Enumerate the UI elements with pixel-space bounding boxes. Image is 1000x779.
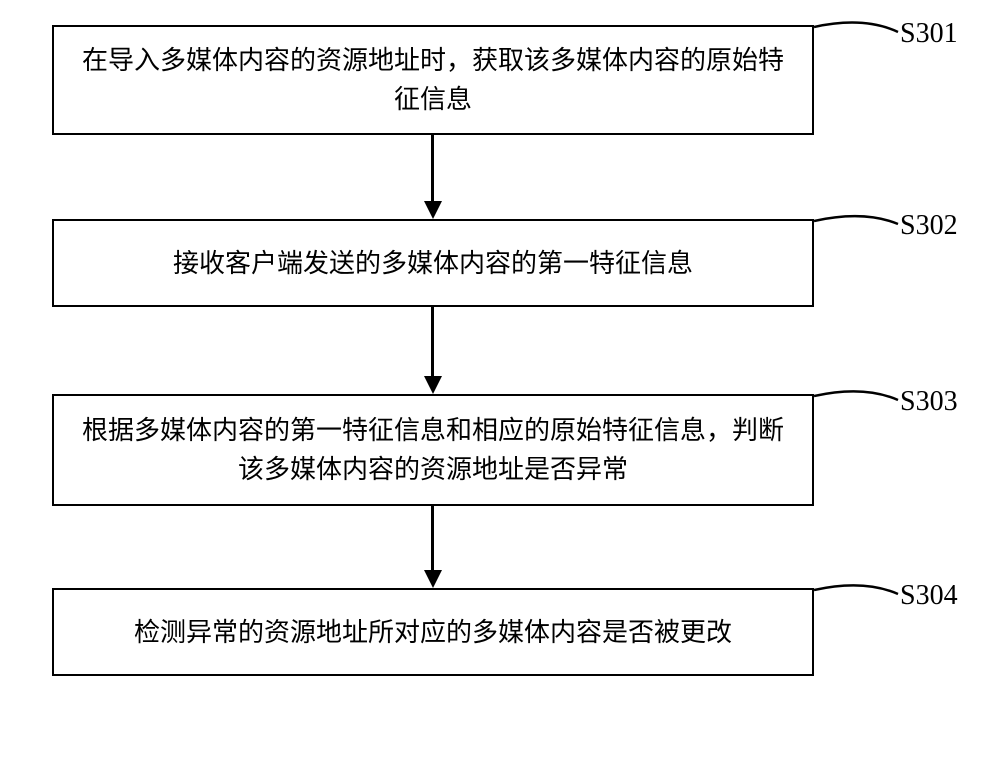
arrow-3-head bbox=[424, 570, 442, 588]
step-label-s303: S303 bbox=[900, 386, 958, 418]
node-text: 接收客户端发送的多媒体内容的第一特征信息 bbox=[173, 244, 693, 283]
arrow-2-head bbox=[424, 376, 442, 394]
step-label-s304: S304 bbox=[900, 580, 958, 612]
node-s303: 根据多媒体内容的第一特征信息和相应的原始特征信息，判断该多媒体内容的资源地址是否… bbox=[52, 394, 814, 506]
connector-s302 bbox=[814, 212, 904, 252]
arrow-1-line bbox=[431, 135, 434, 201]
step-label-s302: S302 bbox=[900, 210, 958, 242]
node-text: 在导入多媒体内容的资源地址时，获取该多媒体内容的原始特征信息 bbox=[74, 41, 792, 119]
step-label-s301: S301 bbox=[900, 18, 958, 50]
node-text: 根据多媒体内容的第一特征信息和相应的原始特征信息，判断该多媒体内容的资源地址是否… bbox=[74, 411, 792, 489]
arrow-1-head bbox=[424, 201, 442, 219]
node-s301: 在导入多媒体内容的资源地址时，获取该多媒体内容的原始特征信息 bbox=[52, 25, 814, 135]
node-text: 检测异常的资源地址所对应的多媒体内容是否被更改 bbox=[134, 613, 732, 652]
node-s302: 接收客户端发送的多媒体内容的第一特征信息 bbox=[52, 219, 814, 307]
flowchart-canvas: 在导入多媒体内容的资源地址时，获取该多媒体内容的原始特征信息 接收客户端发送的多… bbox=[0, 0, 1000, 779]
node-s304: 检测异常的资源地址所对应的多媒体内容是否被更改 bbox=[52, 588, 814, 676]
arrow-2-line bbox=[431, 307, 434, 376]
connector-s301 bbox=[814, 18, 904, 58]
connector-s303 bbox=[814, 387, 904, 427]
connector-s304 bbox=[814, 581, 904, 621]
arrow-3-line bbox=[431, 506, 434, 570]
